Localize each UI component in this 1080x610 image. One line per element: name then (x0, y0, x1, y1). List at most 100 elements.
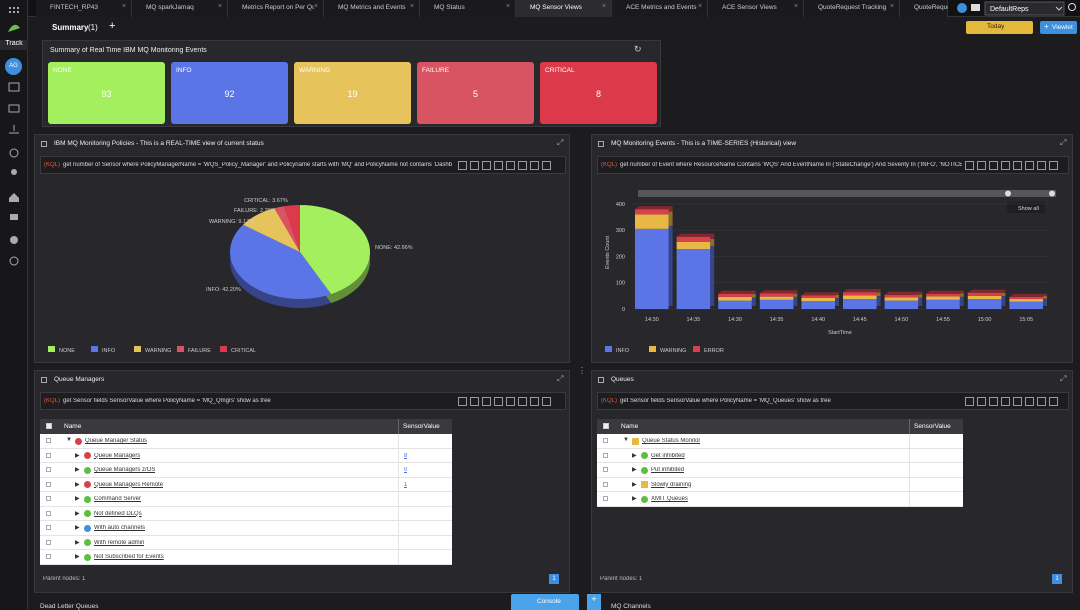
checkbox[interactable] (46, 452, 51, 458)
tab[interactable]: FINTECH_RP43 × (36, 0, 132, 17)
expander[interactable]: ▶ (75, 539, 80, 546)
avatar[interactable]: AG (5, 58, 22, 75)
kql-tool[interactable] (506, 397, 515, 406)
checkbox[interactable] (46, 510, 51, 516)
checkbox[interactable] (603, 467, 608, 472)
expander[interactable]: ▶ (632, 467, 637, 473)
user-icon[interactable] (11, 169, 17, 175)
checkbox[interactable] (46, 481, 51, 487)
kql-tool[interactable] (1049, 161, 1058, 170)
tab[interactable]: MQ Metrics and Events × (324, 0, 420, 17)
checkbox[interactable] (603, 496, 608, 501)
show-all-button[interactable] (1007, 202, 1045, 213)
add-button[interactable]: + (587, 594, 601, 610)
summary-card[interactable]: WARNING 19 (294, 62, 411, 124)
kql-tool[interactable] (1025, 161, 1034, 170)
viewlet-button[interactable]: + Viewlet (1040, 21, 1077, 34)
checkbox[interactable] (46, 525, 51, 530)
tab[interactable]: MQ sparkJamaq × (132, 0, 228, 17)
kql-tool[interactable] (965, 161, 974, 170)
expand-icon[interactable]: ⤢ (557, 138, 564, 147)
expander[interactable]: ▼ (66, 437, 72, 443)
summary-tab[interactable]: Summary (52, 23, 89, 32)
kql-tool[interactable] (542, 161, 551, 170)
checkbox[interactable] (46, 554, 51, 559)
expander[interactable]: ▶ (632, 481, 637, 488)
home-icon[interactable] (9, 193, 19, 202)
row-name[interactable]: Get inhibited (651, 452, 685, 459)
kql-tool[interactable] (530, 161, 539, 170)
summary-card[interactable]: FAILURE 5 (417, 62, 534, 124)
kql-tool[interactable] (518, 397, 527, 406)
kql-tool[interactable] (458, 397, 467, 406)
kql-tool[interactable] (1013, 397, 1022, 406)
kql-tool[interactable] (1013, 161, 1022, 170)
grid-icon[interactable] (8, 82, 20, 92)
kql-tool[interactable] (1001, 397, 1010, 406)
row-name[interactable]: Queue Managers z/OS (94, 467, 156, 473)
expander[interactable]: ▼ (623, 437, 629, 443)
row-value[interactable]: 1 (404, 481, 408, 488)
row-name[interactable]: XMIT Queues (651, 496, 688, 502)
like-icon[interactable] (10, 214, 18, 220)
row-name[interactable]: Not Subscribed for Events (94, 554, 164, 560)
checkbox[interactable] (603, 452, 608, 458)
expander[interactable]: ▶ (75, 467, 80, 473)
kql-tool[interactable] (494, 397, 503, 406)
checkbox[interactable] (603, 423, 609, 429)
row-name[interactable]: Queue Managers (94, 452, 141, 459)
kql-tool[interactable] (1025, 397, 1034, 406)
kql-tool[interactable] (494, 161, 503, 170)
checkbox[interactable] (603, 481, 608, 487)
expander[interactable]: ▶ (75, 481, 80, 488)
console-button[interactable]: Console (511, 594, 579, 610)
refresh-icon[interactable]: ↻ (634, 44, 642, 54)
checkbox[interactable] (46, 467, 51, 472)
splitter[interactable]: ⋮ (578, 366, 586, 375)
kql-tool[interactable] (989, 161, 998, 170)
kql-tool[interactable] (458, 161, 467, 170)
summary-card[interactable]: CRITICAL 8 (540, 62, 657, 124)
summary-card[interactable]: INFO 92 (171, 62, 288, 124)
kql-tool[interactable] (965, 397, 974, 406)
kql-tool[interactable] (518, 161, 527, 170)
row-name[interactable]: Queue Manager Status (85, 438, 148, 444)
expander[interactable]: ▶ (632, 452, 637, 459)
row-name[interactable]: Queue Status Monitor (642, 438, 701, 444)
tab[interactable]: ACE Sensor Views × (708, 0, 804, 17)
tab[interactable]: MQ Status × (420, 0, 516, 17)
repo-select[interactable] (984, 1, 1065, 16)
help-icon[interactable] (10, 236, 18, 244)
kql-tool[interactable] (542, 397, 551, 406)
kql-tool[interactable] (989, 397, 998, 406)
expander[interactable]: ▶ (75, 525, 80, 531)
row-name[interactable]: With remote admin (94, 539, 145, 546)
expand-icon[interactable]: ⤢ (557, 374, 564, 383)
tab[interactable]: QuoteRequest Tracking × (804, 0, 900, 17)
kql-tool[interactable] (1037, 397, 1046, 406)
row-value[interactable]: 0 (404, 467, 408, 473)
add-tab[interactable]: + (109, 20, 116, 32)
summary-card[interactable]: NONE 93 (48, 62, 165, 124)
kql-tool[interactable] (470, 397, 479, 406)
row-value[interactable]: 8 (404, 452, 408, 459)
kql-tool[interactable] (530, 397, 539, 406)
page-button[interactable]: 1 (549, 574, 559, 584)
tab[interactable]: MQ Sensor Views × (516, 0, 612, 17)
tab[interactable]: Metrics Report on Per Qu... × (228, 0, 324, 17)
row-name[interactable]: Not defined DLQs (94, 510, 142, 517)
settings-icon[interactable] (9, 148, 19, 158)
checkbox[interactable] (46, 496, 51, 501)
checkbox[interactable] (46, 539, 51, 545)
row-name[interactable]: Queue Managers Remote (94, 481, 164, 488)
monitor-icon[interactable] (8, 104, 20, 113)
expander[interactable]: ▶ (75, 510, 80, 517)
expander[interactable]: ▶ (632, 496, 637, 502)
power-icon[interactable] (9, 256, 19, 266)
row-name[interactable]: Slowly draining (651, 481, 692, 488)
tab[interactable]: ACE Metrics and Events × (612, 0, 708, 17)
checkbox[interactable] (46, 438, 51, 443)
page-button[interactable]: 1 (1052, 574, 1062, 584)
kql-tool[interactable] (482, 161, 491, 170)
kql-tool[interactable] (1049, 397, 1058, 406)
